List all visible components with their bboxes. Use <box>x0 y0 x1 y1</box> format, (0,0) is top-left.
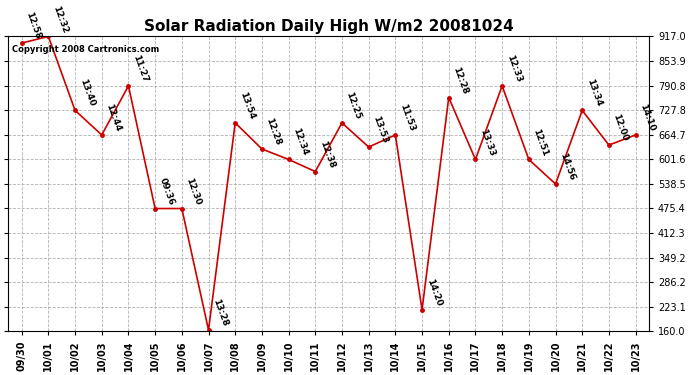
Text: 12:28: 12:28 <box>451 65 470 95</box>
Text: 13:40: 13:40 <box>78 78 96 108</box>
Text: 12:25: 12:25 <box>344 90 363 120</box>
Text: 12:00: 12:00 <box>611 113 630 143</box>
Text: 12:28: 12:28 <box>264 117 283 147</box>
Text: 13:54: 13:54 <box>238 90 256 120</box>
Text: 12:58: 12:58 <box>24 11 43 41</box>
Text: 13:53: 13:53 <box>371 115 390 145</box>
Text: 11:27: 11:27 <box>131 54 150 84</box>
Text: 13:28: 13:28 <box>211 298 230 328</box>
Text: 14:10: 14:10 <box>638 103 656 133</box>
Text: 12:44: 12:44 <box>104 102 123 133</box>
Text: 11:53: 11:53 <box>398 103 416 133</box>
Text: 12:51: 12:51 <box>531 127 550 157</box>
Text: 12:30: 12:30 <box>184 176 203 206</box>
Text: 12:38: 12:38 <box>318 139 336 169</box>
Text: 12:32: 12:32 <box>51 4 69 34</box>
Text: 12:34: 12:34 <box>291 127 310 157</box>
Text: 13:34: 13:34 <box>585 78 603 108</box>
Text: 14:20: 14:20 <box>425 278 443 308</box>
Text: 09:36: 09:36 <box>158 176 176 206</box>
Text: 13:33: 13:33 <box>478 127 496 157</box>
Text: Copyright 2008 Cartronics.com: Copyright 2008 Cartronics.com <box>12 45 159 54</box>
Title: Solar Radiation Daily High W/m2 20081024: Solar Radiation Daily High W/m2 20081024 <box>144 19 513 34</box>
Text: 14:56: 14:56 <box>558 152 576 182</box>
Text: 12:33: 12:33 <box>505 54 523 84</box>
